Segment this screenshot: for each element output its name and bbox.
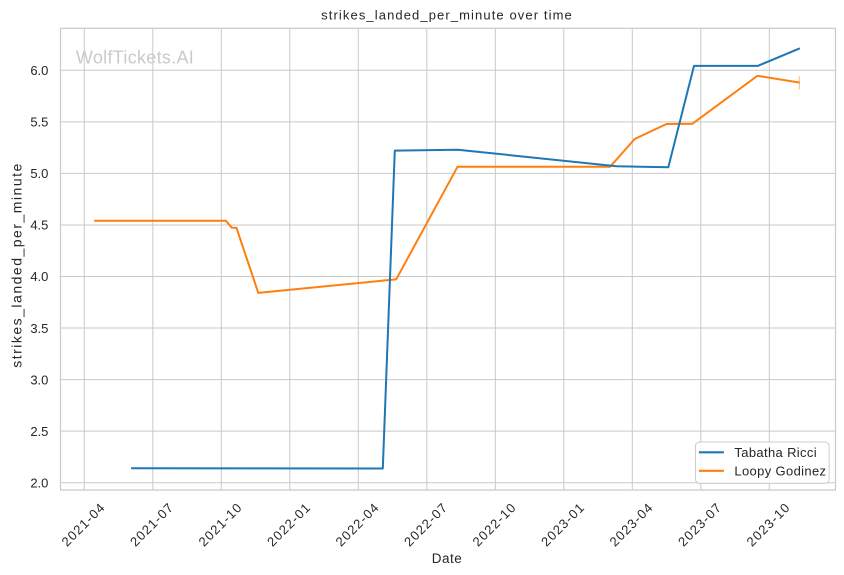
svg-text:Date: Date (432, 551, 463, 566)
svg-text:4.0: 4.0 (30, 269, 48, 284)
svg-text:2023-07: 2023-07 (675, 500, 725, 550)
svg-text:2022-10: 2022-10 (470, 500, 520, 550)
svg-text:WolfTickets.AI: WolfTickets.AI (76, 48, 194, 68)
svg-text:Loopy Godinez: Loopy Godinez (734, 464, 826, 479)
svg-text:5.5: 5.5 (30, 115, 48, 130)
svg-text:2021-07: 2021-07 (127, 500, 177, 550)
svg-text:6.0: 6.0 (30, 63, 48, 78)
svg-text:2022-01: 2022-01 (264, 500, 314, 550)
svg-text:5.0: 5.0 (30, 166, 48, 181)
svg-text:3.0: 3.0 (30, 372, 48, 387)
svg-text:strikes_landed_per_minute: strikes_landed_per_minute (9, 162, 25, 368)
svg-text:2021-10: 2021-10 (196, 500, 246, 550)
svg-text:Tabatha Ricci: Tabatha Ricci (734, 445, 817, 460)
svg-text:2023-04: 2023-04 (607, 500, 657, 550)
svg-text:2023-10: 2023-10 (744, 500, 794, 550)
svg-text:2023-01: 2023-01 (538, 500, 588, 550)
svg-text:2021-04: 2021-04 (59, 500, 109, 550)
svg-text:4.5: 4.5 (30, 218, 48, 233)
svg-text:strikes_landed_per_minute over: strikes_landed_per_minute over time (321, 8, 573, 23)
svg-text:2022-04: 2022-04 (333, 500, 383, 550)
svg-text:2022-07: 2022-07 (401, 500, 451, 550)
svg-text:2.5: 2.5 (30, 424, 48, 439)
svg-text:3.5: 3.5 (30, 321, 48, 336)
svg-text:2.0: 2.0 (30, 475, 48, 490)
